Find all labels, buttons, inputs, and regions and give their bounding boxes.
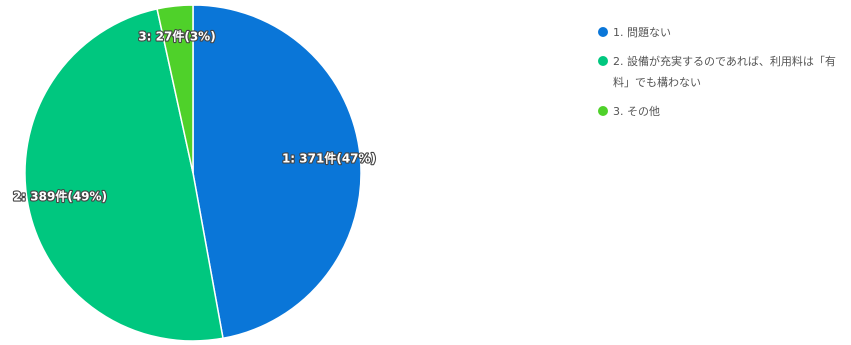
data-label-2: 2: 389件(49%) xyxy=(13,189,107,204)
data-label-3: 3: 27件(3%) xyxy=(138,29,215,44)
pie-slice-2[interactable] xyxy=(24,7,224,342)
data-label-1: 1: 371件(47%) xyxy=(282,151,376,166)
legend-item-2[interactable]: 2. 設備が充実するのであれば、利用料は「有料」でも構わない xyxy=(598,51,848,93)
legend-marker-3 xyxy=(598,106,608,116)
legend-label-3: 3. その他 xyxy=(613,105,660,118)
legend-item-1[interactable]: 1. 問題ない xyxy=(598,22,848,43)
pie-slice-1[interactable] xyxy=(192,4,362,340)
legend: 1. 問題ない 2. 設備が充実するのであれば、利用料は「有料」でも構わない 3… xyxy=(598,22,848,130)
legend-label-2: 2. 設備が充実するのであれば、利用料は「有料」でも構わない xyxy=(613,55,836,89)
pie-slice-3[interactable] xyxy=(156,4,194,174)
legend-item-3[interactable]: 3. その他 xyxy=(598,101,848,122)
legend-marker-1 xyxy=(598,27,608,37)
legend-marker-2 xyxy=(598,56,608,66)
legend-label-1: 1. 問題ない xyxy=(613,26,671,39)
